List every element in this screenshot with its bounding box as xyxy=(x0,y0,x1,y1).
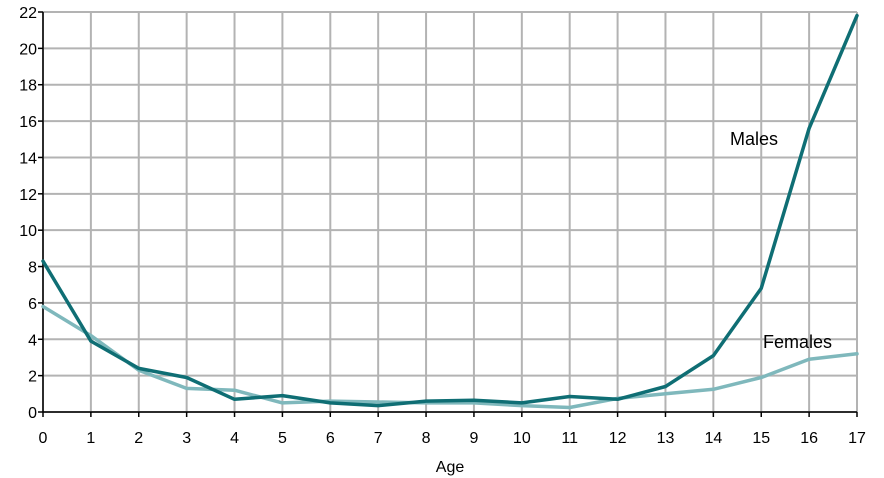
x-tick-label-13: 13 xyxy=(657,430,675,447)
y-tick-label-22: 22 xyxy=(19,5,37,22)
x-tick-label-7: 7 xyxy=(374,430,383,447)
axes xyxy=(38,11,858,417)
x-tick-label-12: 12 xyxy=(609,430,627,447)
x-tick-label-16: 16 xyxy=(800,430,818,447)
y-tick-label-10: 10 xyxy=(19,223,37,240)
y-tick-label-14: 14 xyxy=(19,150,37,167)
x-tick-label-3: 3 xyxy=(182,430,191,447)
x-tick-label-9: 9 xyxy=(469,430,478,447)
x-tick-label-8: 8 xyxy=(422,430,431,447)
x-tick-label-15: 15 xyxy=(752,430,770,447)
grid xyxy=(42,11,858,413)
y-tick-label-12: 12 xyxy=(19,187,37,204)
y-tick-label-0: 0 xyxy=(28,405,37,422)
series-label-females: Females xyxy=(763,332,832,352)
x-tick-label-5: 5 xyxy=(278,430,287,447)
series-label-males: Males xyxy=(730,129,778,149)
x-tick-label-0: 0 xyxy=(39,430,48,447)
series-lines xyxy=(41,13,859,410)
x-tick-label-14: 14 xyxy=(704,430,722,447)
x-tick-label-11: 11 xyxy=(561,430,578,447)
x-axis-title: Age xyxy=(436,459,465,476)
series-line-females xyxy=(41,304,859,410)
y-tick-label-2: 2 xyxy=(28,369,37,386)
x-tick-label-17: 17 xyxy=(848,430,866,447)
x-tick-label-6: 6 xyxy=(326,430,335,447)
x-tick-label-1: 1 xyxy=(86,430,95,447)
y-tick-label-8: 8 xyxy=(28,260,37,277)
x-tick-label-10: 10 xyxy=(513,430,531,447)
x-tick-label-2: 2 xyxy=(134,430,143,447)
y-tick-label-18: 18 xyxy=(19,78,37,95)
y-tick-label-20: 20 xyxy=(19,41,37,58)
y-tick-label-4: 4 xyxy=(28,332,37,349)
x-tick-label-4: 4 xyxy=(230,430,239,447)
series-line-males xyxy=(41,13,859,408)
y-tick-label-16: 16 xyxy=(19,114,37,131)
y-tick-label-6: 6 xyxy=(28,296,37,313)
